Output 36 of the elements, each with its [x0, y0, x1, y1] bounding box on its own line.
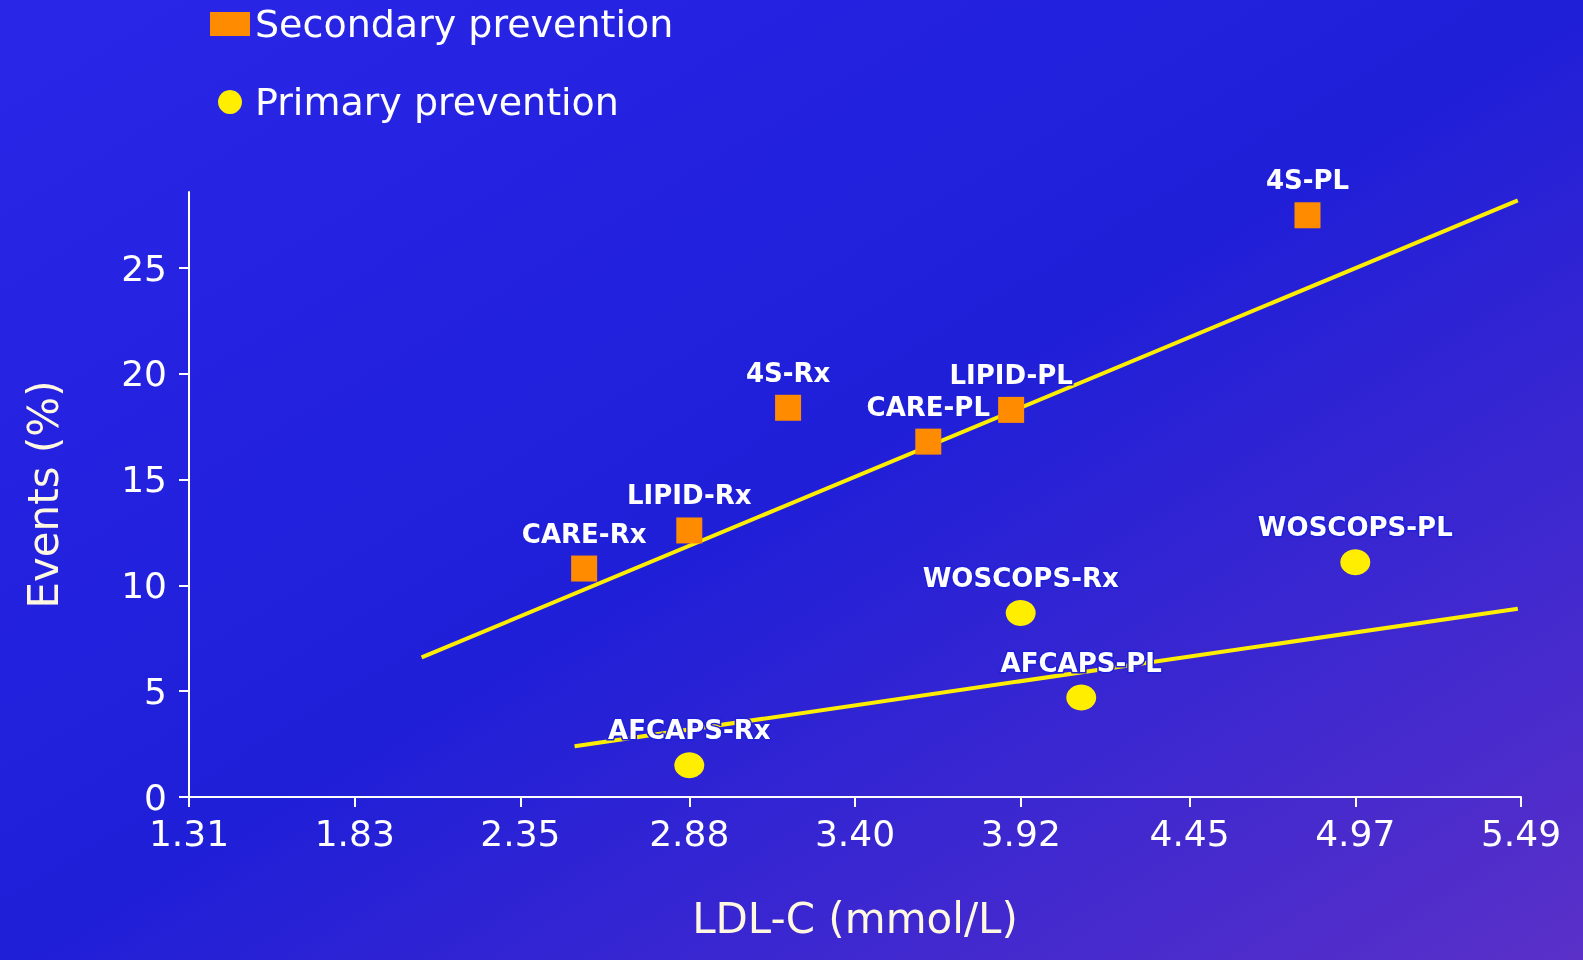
point: [775, 394, 802, 421]
legend-label: Primary prevention: [255, 80, 619, 124]
annotation: 4S-PL: [1265, 165, 1350, 196]
x-tick-label: 3.92: [980, 812, 1061, 854]
annotation: WOSCOPS-PL: [1257, 512, 1453, 543]
legend-label: Secondary prevention: [255, 2, 674, 46]
point: [1005, 599, 1036, 626]
x-tick-label: 2.35: [480, 812, 561, 854]
x-tick-label: 4.97: [1315, 812, 1396, 854]
point: [1294, 202, 1321, 229]
y-tick-label: 15: [121, 459, 167, 501]
annotation: CARE-PL: [866, 391, 990, 422]
x-axis-title: LDL-C (mmol/L): [692, 893, 1018, 943]
point: [915, 428, 942, 455]
point: [676, 517, 703, 544]
point: [571, 555, 598, 582]
point: [1066, 684, 1097, 711]
x-tick-label: 5.49: [1480, 812, 1562, 854]
annotation: LIPID-Rx: [626, 480, 752, 511]
y-tick-label: 20: [121, 353, 167, 395]
point: [998, 396, 1025, 423]
x-tick-label: 1.83: [314, 812, 395, 854]
annotation: LIPID-PL: [949, 359, 1073, 390]
y-tick-label: 5: [144, 670, 167, 712]
y-axis-title: Events (%): [18, 380, 68, 609]
annotation: 4S-Rx: [745, 357, 831, 388]
point: [674, 752, 705, 779]
point: [1340, 549, 1371, 576]
y-tick-label: 25: [121, 247, 167, 289]
x-tick-label: 4.45: [1149, 812, 1230, 854]
annotation: WOSCOPS-Rx: [922, 562, 1119, 593]
y-tick-label: 10: [121, 564, 167, 606]
annotation: AFCAPS-PL: [1000, 647, 1162, 678]
x-tick-label: 3.40: [814, 812, 896, 854]
x-tick-label: 2.88: [649, 812, 730, 854]
annotation: CARE-Rx: [521, 518, 647, 549]
